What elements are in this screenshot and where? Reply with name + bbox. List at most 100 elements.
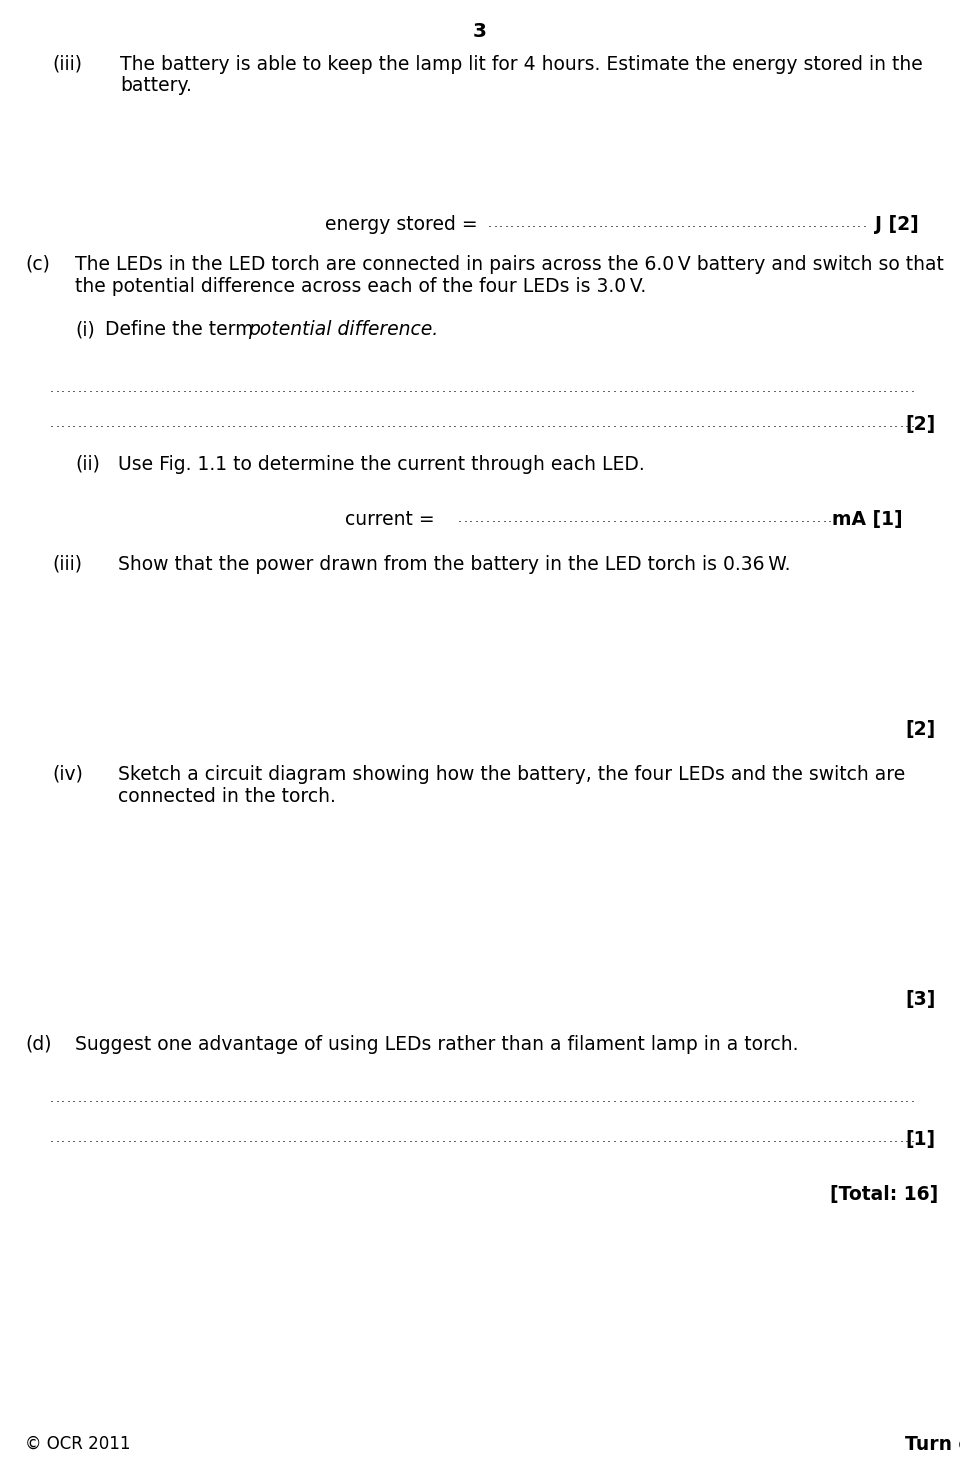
Text: .: . (540, 1091, 545, 1105)
Text: .: . (61, 1132, 65, 1146)
Text: .: . (343, 382, 347, 396)
Text: .: . (607, 1091, 612, 1105)
Text: .: . (717, 1132, 721, 1146)
Text: .: . (526, 217, 531, 230)
Text: the potential difference across each of the four LEDs is 3.0 V.: the potential difference across each of … (75, 277, 646, 296)
Text: .: . (679, 1132, 683, 1146)
Text: .: . (657, 511, 660, 524)
Text: .: . (839, 382, 843, 396)
Text: .: . (779, 382, 782, 396)
Text: .: . (618, 511, 622, 524)
Text: .: . (855, 1132, 859, 1146)
Text: .: . (894, 1132, 898, 1146)
Text: .: . (833, 1132, 837, 1146)
Text: .: . (833, 382, 837, 396)
Text: .: . (883, 1091, 887, 1105)
Text: .: . (287, 382, 291, 396)
Text: .: . (684, 1091, 688, 1105)
Text: .: . (558, 382, 562, 396)
Text: .: . (78, 1132, 82, 1146)
Text: .: . (325, 1091, 330, 1105)
Text: .: . (590, 418, 594, 431)
Text: .: . (502, 1091, 506, 1105)
Text: .: . (612, 1132, 616, 1146)
Text: .: . (646, 418, 650, 431)
Text: .: . (629, 1132, 634, 1146)
Text: .: . (425, 1132, 429, 1146)
Text: .: . (458, 1132, 462, 1146)
Text: .: . (850, 1091, 853, 1105)
Text: .: . (723, 382, 727, 396)
Text: .: . (397, 1132, 401, 1146)
Text: .: . (210, 1091, 214, 1105)
Text: .: . (739, 382, 743, 396)
Text: .: . (403, 1091, 407, 1105)
Text: .: . (188, 382, 192, 396)
Text: .: . (635, 418, 638, 431)
Text: .: . (381, 382, 385, 396)
Text: .: . (315, 382, 319, 396)
Text: .: . (392, 1132, 396, 1146)
Text: .: . (237, 418, 242, 431)
Text: © OCR 2011: © OCR 2011 (25, 1436, 131, 1453)
Text: .: . (640, 511, 644, 524)
Text: .: . (293, 1132, 297, 1146)
Text: .: . (767, 382, 771, 396)
Text: .: . (668, 418, 672, 431)
Text: .: . (61, 382, 65, 396)
Text: [Total: 16]: [Total: 16] (830, 1185, 938, 1204)
Text: .: . (835, 217, 839, 230)
Text: .: . (122, 418, 126, 431)
Text: .: . (458, 1091, 462, 1105)
Text: .: . (636, 217, 640, 230)
Text: .: . (648, 217, 652, 230)
Text: .: . (150, 382, 154, 396)
Text: .: . (227, 418, 230, 431)
Text: .: . (775, 217, 779, 230)
Text: .: . (486, 1132, 490, 1146)
Text: .: . (546, 1091, 550, 1105)
Text: .: . (116, 1132, 120, 1146)
Text: .: . (514, 511, 517, 524)
Text: .: . (365, 382, 369, 396)
Text: .: . (337, 382, 341, 396)
Text: .: . (714, 217, 718, 230)
Text: .: . (580, 511, 584, 524)
Text: .: . (756, 418, 760, 431)
Text: .: . (486, 382, 490, 396)
Text: .: . (552, 418, 556, 431)
Text: .: . (254, 418, 258, 431)
Text: .: . (337, 1132, 341, 1146)
Text: .: . (779, 418, 782, 431)
Text: .: . (530, 418, 534, 431)
Text: .: . (729, 511, 732, 524)
Text: .: . (232, 382, 236, 396)
Text: .: . (66, 418, 70, 431)
Text: (iv): (iv) (52, 765, 83, 784)
Text: .: . (690, 1091, 694, 1105)
Text: .: . (182, 1091, 186, 1105)
Text: .: . (215, 1132, 220, 1146)
Text: .: . (514, 1132, 517, 1146)
Text: .: . (590, 1132, 594, 1146)
Text: .: . (150, 1132, 154, 1146)
Text: .: . (88, 1091, 92, 1105)
Text: .: . (761, 418, 765, 431)
Text: .: . (403, 418, 407, 431)
Text: .: . (72, 1132, 76, 1146)
Text: .: . (337, 1091, 341, 1105)
Text: .: . (492, 418, 495, 431)
Text: .: . (381, 1091, 385, 1105)
Text: .: . (243, 1132, 247, 1146)
Text: .: . (88, 418, 92, 431)
Text: .: . (155, 382, 158, 396)
Text: .: . (122, 382, 126, 396)
Text: .: . (558, 1091, 562, 1105)
Text: .: . (538, 217, 541, 230)
Text: .: . (453, 1091, 457, 1105)
Text: .: . (734, 1132, 738, 1146)
Text: .: . (447, 1132, 451, 1146)
Text: .: . (321, 418, 324, 431)
Text: .: . (546, 511, 550, 524)
Text: .: . (580, 382, 584, 396)
